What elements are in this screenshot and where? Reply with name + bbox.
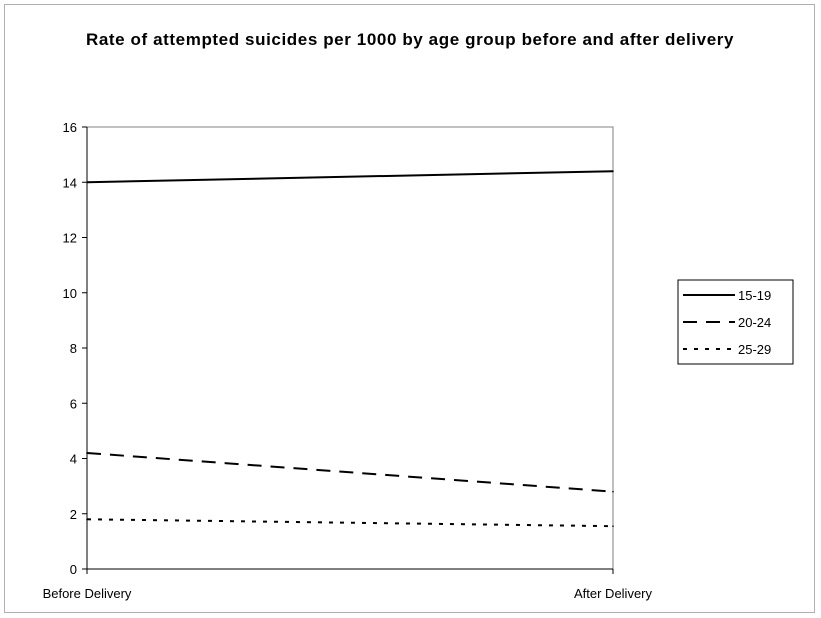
y-tick-label: 4 [70,452,77,467]
y-tick-label: 16 [63,120,77,135]
x-tick-label: After Delivery [574,586,653,601]
plot-area-border [86,126,614,570]
y-tick-label: 2 [70,507,77,522]
legend-label-20-24: 20-24 [738,315,771,330]
y-tick-label: 14 [63,175,77,190]
series-line-25-29 [86,518,614,528]
series-line-15-19 [86,170,614,184]
legend-label-25-29: 25-29 [738,342,771,357]
data-point-20-24 [86,452,88,454]
data-point-15-19 [612,170,614,172]
y-tick-label: 12 [63,231,77,246]
y-tick-label: 8 [70,341,77,356]
legend-label-15-19: 15-19 [738,288,771,303]
data-point-15-19 [86,181,88,184]
series-line-20-24 [86,451,614,493]
y-tick-label: 6 [70,396,77,411]
data-point-25-29 [86,518,88,521]
x-tick-label: Before Delivery [43,586,132,601]
data-point-20-24 [612,490,614,493]
data-point-25-29 [612,525,614,527]
chart-title: Rate of attempted suicides per 1000 by a… [85,30,735,49]
y-tick-label: 0 [70,562,77,577]
y-tick-label: 10 [63,286,77,301]
